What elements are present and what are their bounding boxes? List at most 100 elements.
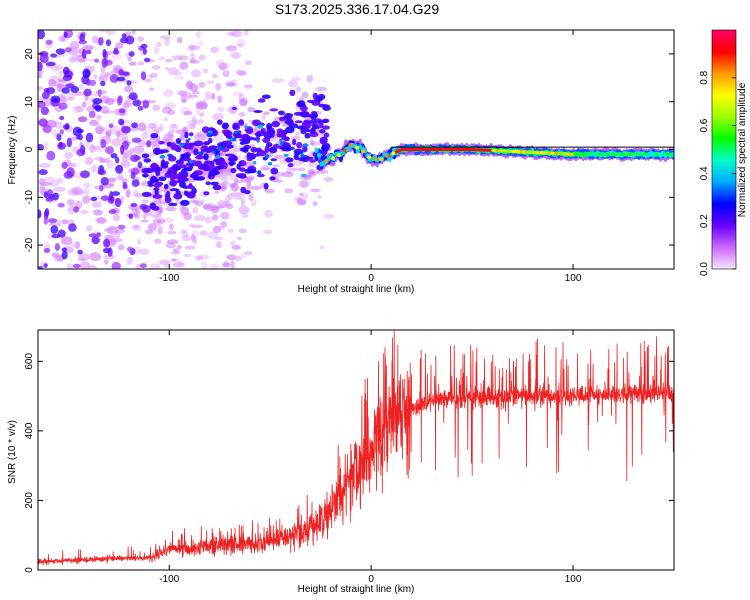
spectral-blob [285,157,294,163]
spectral-blob [125,189,131,198]
spectral-blob [57,219,62,227]
spectral-blob [226,82,237,87]
spectral-blob [228,172,239,181]
spectral-blob [322,125,330,130]
spectral-blob [171,123,177,129]
spectral-blob [158,141,165,145]
colorbar-tick-label: 0.2 [699,214,710,228]
spectral-blob [104,235,115,240]
spectral-blob [93,73,98,80]
spectral-blob [301,91,309,99]
spectral-blob [264,145,270,153]
spectral-blob [269,108,279,112]
spectral-blob [190,52,195,59]
spectral-blob [85,132,94,143]
spectral-blob [225,81,235,87]
spectral-blob [91,201,103,208]
track-bead [330,156,335,161]
spectral-blob [131,179,140,187]
spectral-blob [123,120,132,124]
spectral-blob [222,70,230,78]
spectral-blob [211,167,218,175]
spectral-blob [76,135,81,140]
spectral-blob [132,99,142,107]
spectral-blob [147,183,154,187]
spectral-blob [223,130,231,137]
spectral-blob [93,209,103,216]
spectral-blob [111,237,123,243]
spectral-blob [50,95,61,103]
spectral-blob [279,116,286,122]
spectral-blob [308,129,316,133]
spectral-blob [102,247,111,254]
spectral-blob [115,164,124,174]
spectral-blob [195,102,206,108]
spectral-blob [221,262,231,268]
spectral-blob [143,57,151,63]
spectral-blob [244,168,252,174]
spectral-blob [107,177,117,183]
spectral-blob [120,160,131,168]
spectral-blob [257,173,265,178]
spectral-blob [299,105,308,112]
spectral-blob [212,184,222,191]
spectral-blob [202,164,209,171]
spectral-blob [102,48,107,59]
spectral-blob [66,263,73,269]
spectral-blob [167,153,174,158]
spectral-blob [227,228,234,233]
spectral-blob [220,145,226,149]
spectral-blob [179,181,186,188]
spectral-blob [157,149,165,154]
track-bead [361,149,366,154]
spectral-blob [153,183,162,188]
spectral-blob [131,30,136,35]
spectral-blob [148,74,153,78]
spectral-blob [297,157,308,162]
track-bead [324,159,329,163]
spectral-blob [252,137,261,141]
y-tick-label: 0 [24,146,35,152]
spectral-blob [193,134,206,141]
spectral-blob [58,102,68,110]
spectral-blob [276,132,287,138]
spectral-blob [179,61,189,70]
spectral-blob [301,173,307,178]
spectral-blob [118,244,125,251]
spectral-blob [233,130,240,135]
spectral-blob [192,116,197,125]
spectral-blob [111,261,121,269]
spectral-blob [194,255,203,261]
spectral-blob [237,236,242,241]
spectral-blob [322,118,330,124]
spectral-blob [89,119,99,126]
spectral-blob [151,138,156,147]
spectral-blob [38,143,45,151]
spectral-blob [323,132,330,138]
spectral-blob [238,173,247,177]
y-tick-label: -10 [24,190,35,205]
spectral-blob [136,238,141,245]
spectral-blob [168,202,178,207]
spectral-blob [238,205,250,215]
spectral-blob [232,155,238,161]
spectral-blob [66,137,73,148]
spectral-blob [177,90,188,97]
spectral-blob [187,137,191,141]
spectral-blob [50,225,59,234]
spectral-blob [291,138,297,146]
spectral-blob [72,263,81,269]
spectral-blob [299,192,304,197]
spectral-blob [222,162,228,170]
spectral-blob [46,87,56,95]
track-bead [342,148,347,153]
spectral-blob [320,145,330,151]
spectral-blob [270,167,279,175]
spectral-blob [285,126,295,134]
spectral-blob [89,252,102,262]
spectral-blob [294,120,303,124]
spectral-blob [304,132,311,139]
track-bead [385,154,390,159]
spectral-blob [319,138,325,145]
